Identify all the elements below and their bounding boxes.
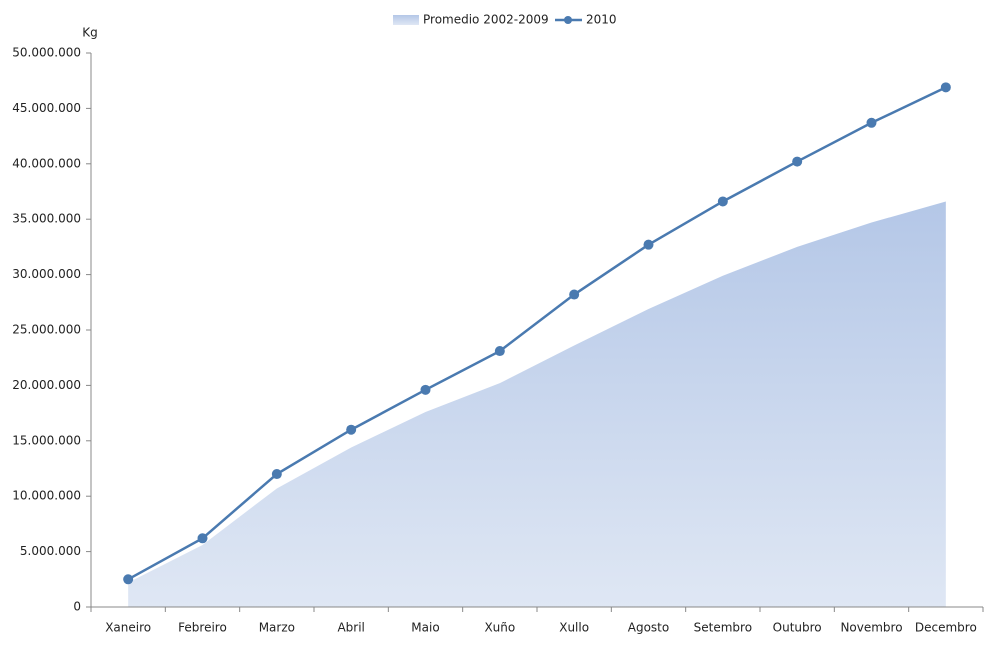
x-tick-label: Xullo <box>559 621 589 635</box>
marker <box>569 289 580 300</box>
y-tick-label: 5.000.000 <box>20 544 81 558</box>
marker <box>420 384 431 395</box>
x-tick-label: Setembro <box>694 621 752 635</box>
marker <box>792 156 803 167</box>
y-tick-label: 0 <box>73 600 81 614</box>
x-tick-label: Outubro <box>773 621 822 635</box>
legend-swatch <box>393 15 419 25</box>
x-tick-label: Xaneiro <box>105 621 151 635</box>
marker <box>717 196 728 207</box>
line <box>127 86 947 581</box>
y-tick-label: 45.000.000 <box>12 101 81 115</box>
y-tick-label: 35.000.000 <box>12 212 81 226</box>
legend-label: Promedio 2002-2009 <box>423 13 549 27</box>
marker <box>866 117 877 128</box>
legend-swatch <box>564 16 572 24</box>
marker <box>123 574 134 585</box>
x-tick-label: Xuño <box>484 621 515 635</box>
x-tick-label: Abril <box>337 621 364 635</box>
y-tick-label: 25.000.000 <box>12 323 81 337</box>
marker <box>271 469 282 480</box>
y-tick-label: 30.000.000 <box>12 267 81 281</box>
x-tick-label: Decembro <box>915 621 977 635</box>
x-tick-label: Maio <box>411 621 439 635</box>
y-axis-label: Kg <box>82 26 98 40</box>
y-tick-label: 15.000.000 <box>12 433 81 447</box>
x-tick-label: Agosto <box>628 621 669 635</box>
y-tick-label: 10.000.000 <box>12 489 81 503</box>
marker <box>494 346 505 357</box>
x-tick-label: Novembro <box>840 621 902 635</box>
x-tick-label: Marzo <box>259 621 295 635</box>
marker <box>940 82 951 93</box>
legend-label: 2010 <box>586 13 617 27</box>
y-tick-label: 40.000.000 <box>12 156 81 170</box>
marker <box>346 424 357 435</box>
y-tick-label: 50.000.000 <box>12 46 81 60</box>
marker <box>197 533 208 544</box>
y-tick-label: 20.000.000 <box>12 378 81 392</box>
marker <box>643 239 654 250</box>
area <box>128 201 946 608</box>
x-tick-label: Febreiro <box>178 621 227 635</box>
